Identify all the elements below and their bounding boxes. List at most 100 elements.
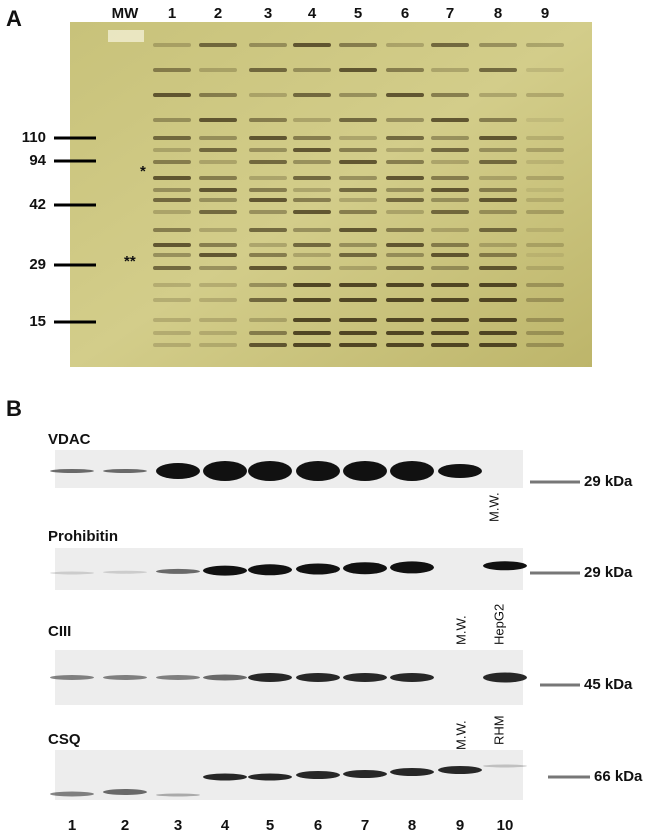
gel-band — [431, 43, 469, 47]
blot-band — [203, 565, 247, 576]
gel-band — [386, 228, 424, 232]
gel-band — [249, 210, 287, 214]
lane-number: 5 — [266, 817, 274, 834]
gel-band — [199, 93, 237, 97]
gel-band — [249, 68, 287, 72]
gel-band — [339, 266, 377, 270]
gel-band — [526, 253, 564, 257]
gel-band — [479, 318, 517, 322]
blot-band — [296, 563, 340, 575]
gel-band — [431, 118, 469, 122]
lane-number: 4 — [221, 817, 230, 834]
gel-band — [339, 188, 377, 192]
blot-band — [343, 461, 387, 481]
gel-band — [339, 160, 377, 164]
lane-label: 2 — [214, 5, 222, 22]
gel-band — [293, 266, 331, 270]
gel-band — [293, 160, 331, 164]
gel-band — [293, 210, 331, 214]
gel-band — [153, 266, 191, 270]
gel-band — [293, 228, 331, 232]
blot-band — [438, 464, 482, 478]
gel-band — [153, 228, 191, 232]
gel-band — [199, 243, 237, 247]
gel-band — [249, 93, 287, 97]
blot-band — [156, 793, 200, 797]
blot-band — [50, 675, 94, 680]
lane-note: M.W. — [453, 720, 468, 750]
gel-band — [479, 266, 517, 270]
gel-band — [293, 148, 331, 152]
lane-number: 7 — [361, 817, 369, 834]
gel-band — [386, 243, 424, 247]
gel-band — [153, 118, 191, 122]
gel-band — [153, 243, 191, 247]
gel-band — [199, 68, 237, 72]
blot-band — [483, 764, 527, 768]
gel-band — [249, 243, 287, 247]
gel-band — [199, 228, 237, 232]
size-label: 29 kDa — [584, 473, 633, 490]
gel-band — [293, 253, 331, 257]
gel-band — [431, 298, 469, 302]
gel-band — [526, 43, 564, 47]
gel-band — [386, 283, 424, 287]
lane-label: 4 — [308, 5, 317, 22]
gel-band — [199, 298, 237, 302]
gel-band — [249, 118, 287, 122]
blot-band — [50, 469, 94, 473]
gel-band — [199, 176, 237, 180]
blot-band — [483, 561, 527, 571]
gel-band — [479, 176, 517, 180]
gel-band — [479, 188, 517, 192]
lane-number: 6 — [314, 817, 322, 834]
gel-band — [526, 318, 564, 322]
gel-band — [339, 298, 377, 302]
gel-band — [339, 253, 377, 257]
asterisk: ** — [124, 253, 136, 270]
gel-band — [431, 93, 469, 97]
gel-band — [479, 228, 517, 232]
gel-band — [339, 176, 377, 180]
gel-band — [293, 68, 331, 72]
gel-band — [339, 210, 377, 214]
lane-number: 2 — [121, 817, 129, 834]
blot-band — [390, 461, 434, 481]
gel-band — [339, 93, 377, 97]
blot-band — [483, 672, 527, 683]
gel-band — [479, 160, 517, 164]
gel-band — [339, 43, 377, 47]
gel-band — [199, 210, 237, 214]
gel-band — [386, 343, 424, 347]
gel-band — [431, 136, 469, 140]
gel-band — [431, 148, 469, 152]
gel-band — [199, 198, 237, 202]
gel — [70, 22, 592, 367]
gel-band — [199, 266, 237, 270]
gel-band — [199, 331, 237, 335]
gel-band — [153, 331, 191, 335]
panel-label: A — [6, 6, 22, 31]
gel-band — [249, 283, 287, 287]
gel-band — [526, 118, 564, 122]
gel-band — [339, 318, 377, 322]
blot-band — [296, 461, 340, 481]
gel-band — [431, 160, 469, 164]
gel-band — [431, 283, 469, 287]
gel-band — [526, 298, 564, 302]
blot-band — [248, 673, 292, 682]
size-label: 66 kDa — [594, 768, 643, 785]
gel-band — [479, 198, 517, 202]
blot-band — [156, 463, 200, 479]
blot-band — [343, 673, 387, 682]
gel-band — [431, 318, 469, 322]
gel-band — [479, 68, 517, 72]
gel-band — [386, 136, 424, 140]
gel-band — [386, 198, 424, 202]
size-label: 45 kDa — [584, 676, 633, 693]
asterisk: * — [140, 163, 146, 180]
blot-band — [248, 773, 292, 781]
gel-band — [479, 298, 517, 302]
gel-band — [293, 188, 331, 192]
gel-band — [431, 243, 469, 247]
